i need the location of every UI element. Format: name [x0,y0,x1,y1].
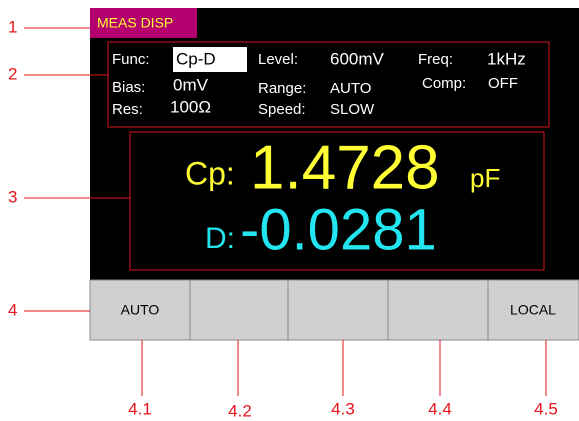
softkey[interactable] [287,279,389,341]
softkey-bar [89,279,579,341]
label: Freq: [418,51,453,68]
value: 600mV [330,49,385,68]
callout: 3 [8,187,17,206]
primary-value: 1.4728 [250,133,440,202]
label: Comp: [422,75,466,92]
label: Func: [112,51,150,68]
callout-lines [24,27,547,396]
value: 0mV [173,75,209,94]
callout: 4.2 [228,401,252,420]
primary-label: Cp: [185,155,235,191]
param-box [107,41,550,128]
primary-unit: pF [470,163,500,193]
callout: 4 [8,300,17,319]
softkey-label: LOCAL [510,302,556,318]
softkey[interactable] [487,279,579,341]
value: 100Ω [170,97,211,116]
tab-label: MEAS DISP [97,15,173,31]
value: 1kHz [487,49,526,68]
label: Bias: [112,79,145,96]
callout: 4.1 [128,399,152,418]
label: Range: [258,80,306,97]
softkey-label: AUTO [121,302,160,318]
value: AUTO [330,80,371,97]
value: SLOW [330,101,375,118]
callout: 2 [8,64,17,83]
callout: 4.3 [331,399,355,418]
value: Cp-D [176,49,216,68]
softkey[interactable] [189,279,289,341]
softkey[interactable] [387,279,489,341]
func-highlight[interactable] [173,47,247,72]
value: OFF [488,75,518,92]
display [90,8,579,282]
secondary-value: -0.0281 [240,197,437,262]
callout: 1 [8,17,17,36]
label: Res: [112,101,143,118]
callout: 4.5 [534,399,558,418]
label: Speed: [258,101,306,118]
label: Level: [258,51,298,68]
tab[interactable] [90,8,197,38]
reading-box [129,131,545,271]
callout: 4.4 [428,399,452,418]
softkey[interactable] [89,279,191,341]
secondary-label: D: [205,222,235,255]
